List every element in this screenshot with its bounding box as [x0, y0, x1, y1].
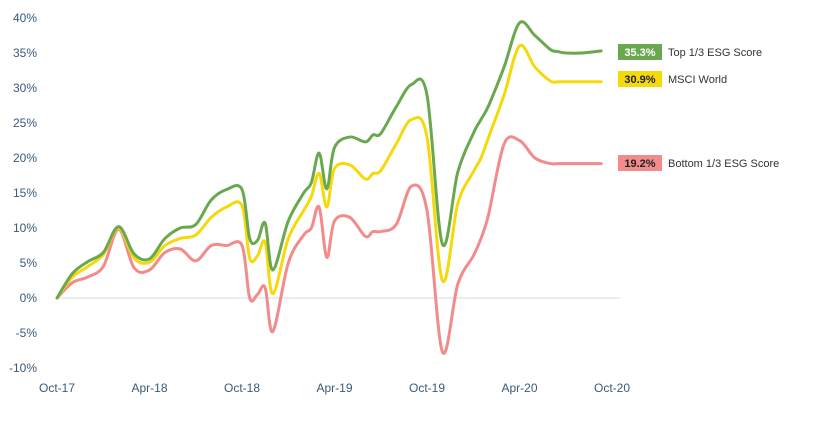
x-tick-label: Oct-17 [39, 381, 75, 395]
y-tick-label: 25% [13, 116, 37, 130]
value-label: 30.9% [624, 74, 655, 86]
y-tick-label: 10% [13, 221, 37, 235]
y-tick-label: 15% [13, 186, 37, 200]
value-label: 35.3% [624, 47, 655, 59]
series-line [55, 43, 603, 300]
y-tick-label: 0% [20, 291, 38, 305]
value-badge [618, 71, 662, 87]
series-line [55, 20, 603, 300]
y-axis: 40% 35% 30% 25% 20% 15% 10% 5% 0% -5% -10% [9, 11, 37, 375]
x-axis: Oct-17 Apr-18 Oct-18 Apr-19 Oct-19 Apr-20 Oct-… [39, 381, 630, 395]
series-lines [55, 20, 603, 355]
x-tick-label: Apr-18 [131, 381, 167, 395]
x-tick-label: Apr-19 [316, 381, 352, 395]
value-label: 19.2% [624, 158, 655, 170]
y-tick-label: -5% [16, 326, 38, 340]
end-labels: 35.3% Top 1/3 ESG Score 30.9% MSCI World 19.… [618, 44, 779, 171]
y-tick-label: -10% [9, 361, 37, 375]
value-badge [618, 155, 662, 171]
value-badge [618, 44, 662, 60]
series-name-label: MSCI World [668, 74, 727, 86]
x-tick-label: Oct-20 [594, 381, 630, 395]
series-name-label: Top 1/3 ESG Score [668, 47, 762, 59]
y-tick-label: 20% [13, 151, 37, 165]
y-tick-label: 35% [13, 46, 37, 60]
y-tick-label: 40% [13, 11, 37, 25]
x-tick-label: Oct-18 [224, 381, 260, 395]
x-tick-label: Apr-20 [501, 381, 537, 395]
x-tick-label: Oct-19 [409, 381, 445, 395]
y-tick-label: 30% [13, 81, 37, 95]
series-name-label: Bottom 1/3 ESG Score [668, 158, 779, 170]
series-line [55, 135, 603, 355]
y-tick-label: 5% [20, 256, 38, 270]
